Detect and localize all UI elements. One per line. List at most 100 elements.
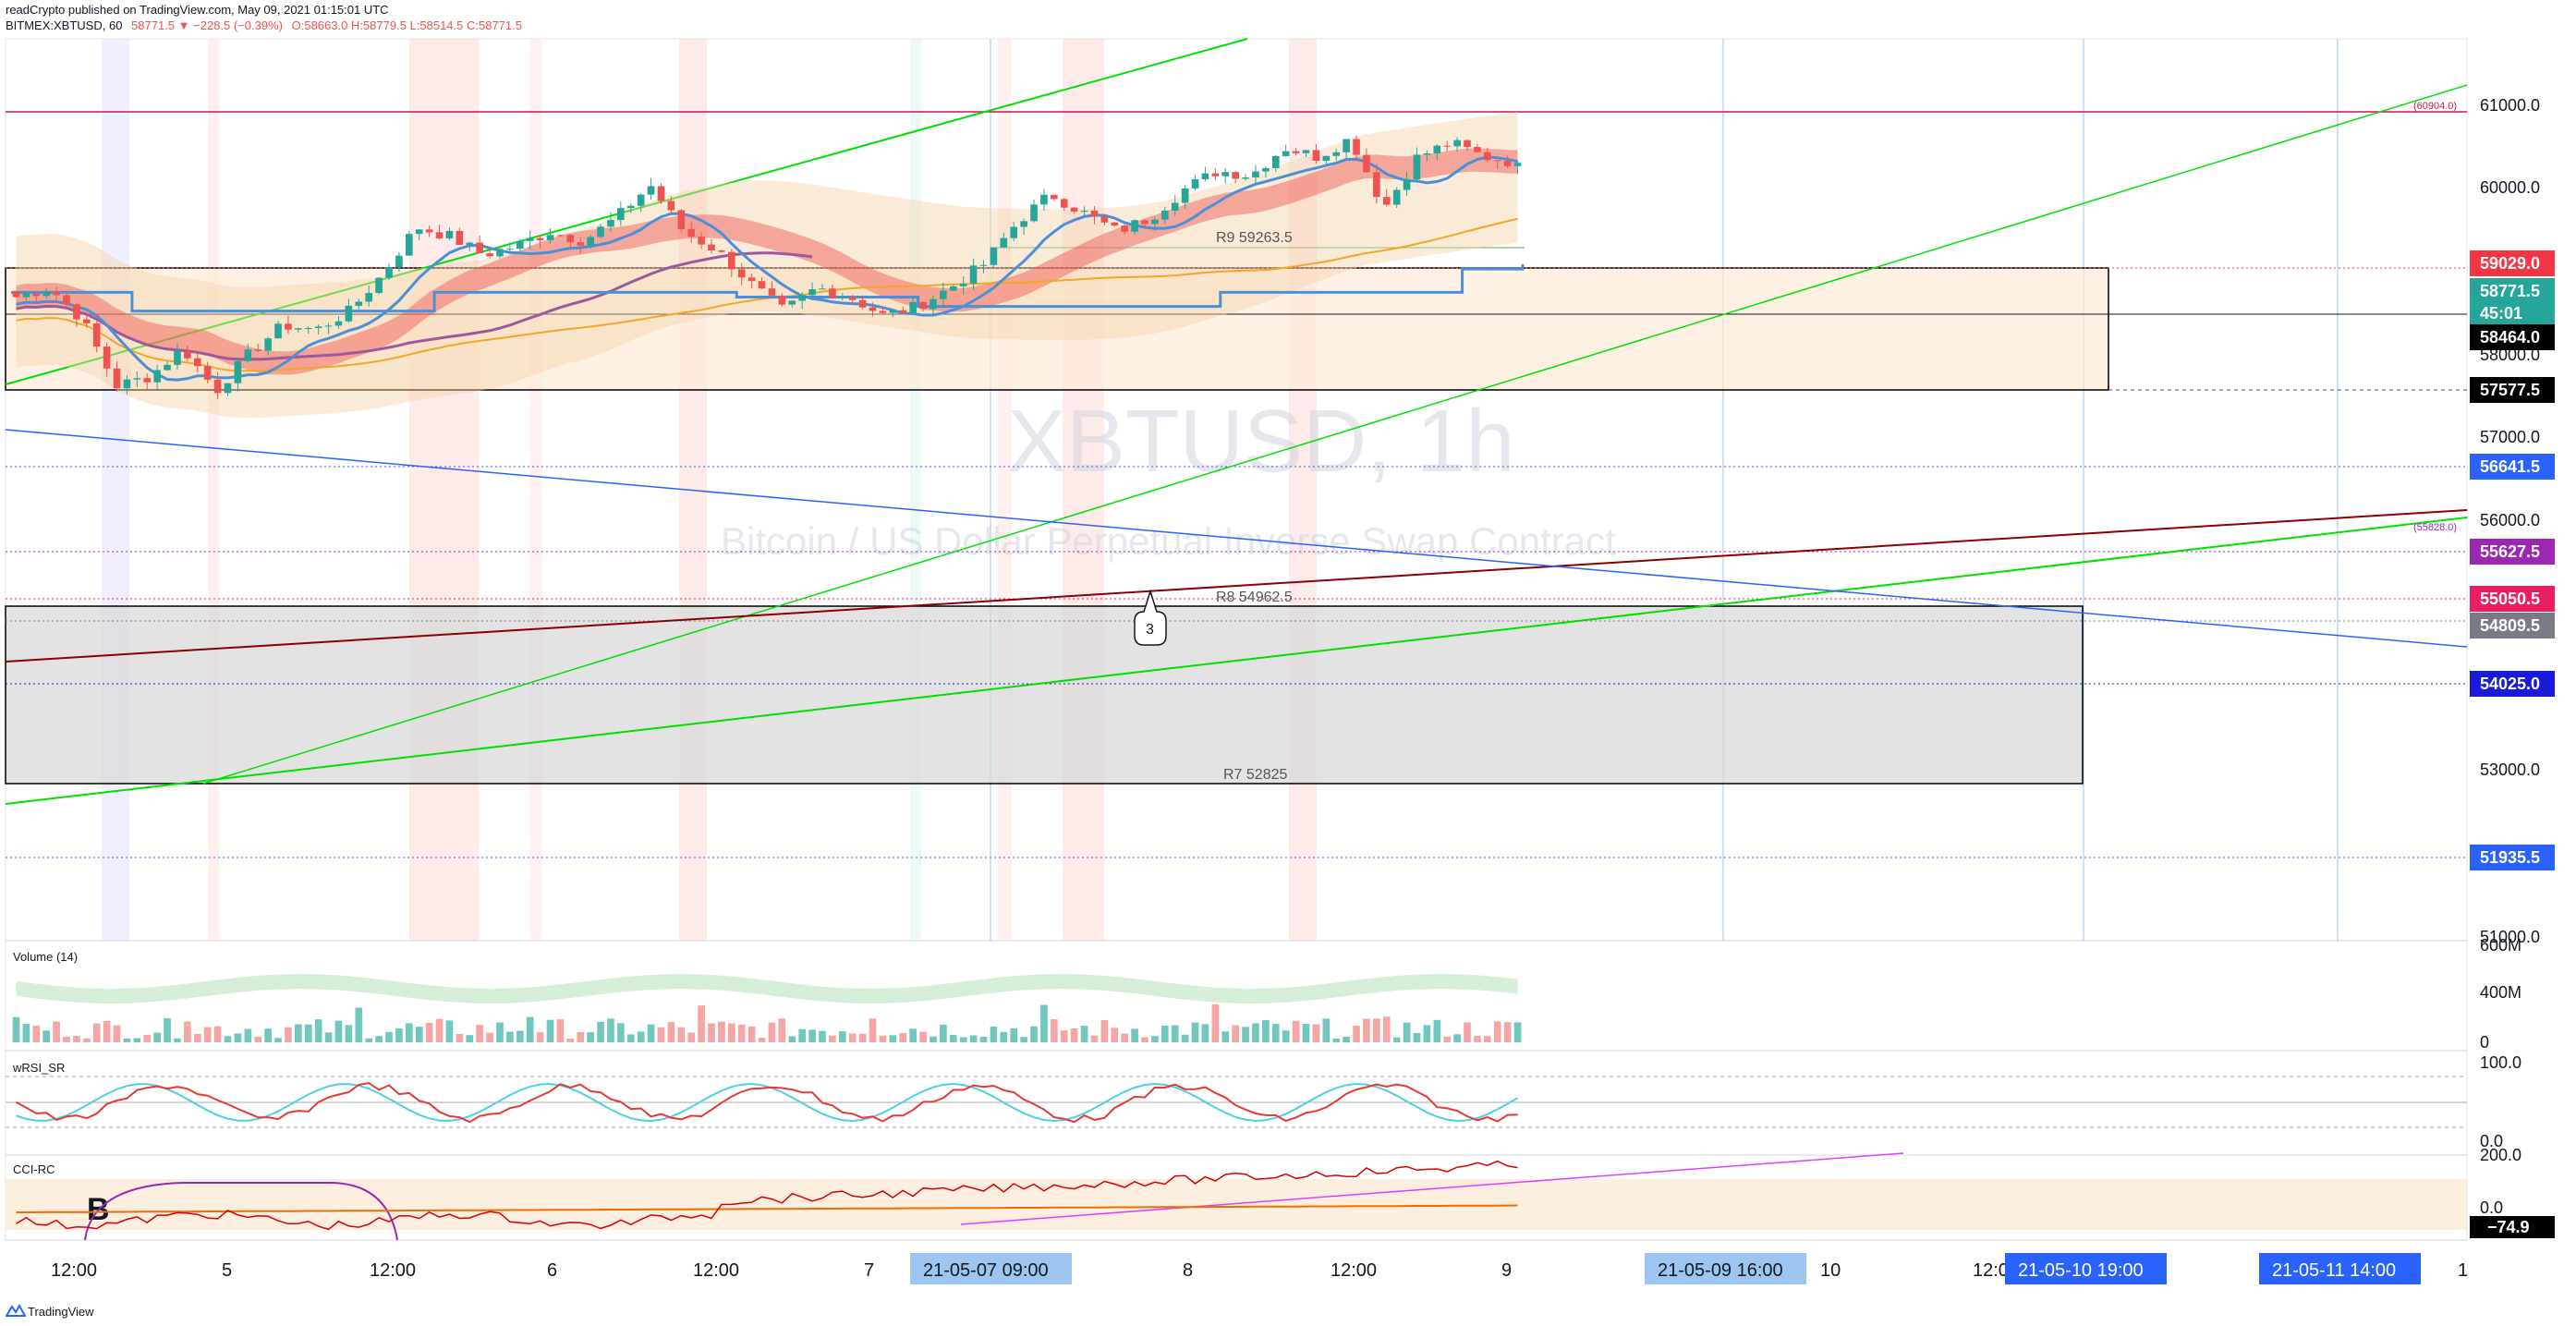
candle [1191, 175, 1199, 191]
candle [969, 258, 978, 290]
volume-bar [113, 1025, 121, 1042]
volume-bar [1453, 1034, 1461, 1042]
candle [345, 298, 353, 323]
footer: TradingView [0, 1298, 370, 1326]
candle [285, 315, 292, 335]
candlestick-series[interactable] [12, 135, 1522, 399]
cci-lines [16, 1160, 1518, 1231]
candle [1242, 174, 1249, 181]
candle [1070, 207, 1078, 214]
candle [909, 297, 917, 314]
volume-bar [1171, 1025, 1179, 1042]
volume-bar [476, 1025, 483, 1042]
volume-bar [788, 1036, 796, 1042]
volume-bar [1392, 1037, 1401, 1042]
candle [405, 231, 413, 256]
candle [1160, 206, 1169, 225]
volume-bar [345, 1025, 353, 1042]
volume-bar [747, 1026, 756, 1042]
candle [63, 290, 70, 309]
support-zone-box[interactable] [5, 605, 2084, 785]
volume-bar [295, 1024, 302, 1042]
candle [1111, 222, 1119, 227]
candle [53, 286, 60, 303]
volume-bar [1312, 1024, 1320, 1042]
candle [1433, 144, 1441, 161]
candle [737, 262, 746, 286]
candle [940, 282, 947, 307]
volume-bar [1322, 1018, 1331, 1042]
candle [103, 342, 111, 377]
volume-bar [12, 1016, 20, 1042]
candle [1252, 164, 1259, 184]
price-tick-label: 51000.0 [2480, 928, 2540, 946]
volume-bar [1373, 1018, 1380, 1042]
price-label: 55050.5 [2470, 586, 2555, 612]
volume-bar [1160, 1025, 1169, 1042]
candle [858, 295, 867, 310]
time-tick-label: 6 [547, 1260, 557, 1281]
rsi-lines [16, 1082, 1518, 1124]
volume-bar [184, 1021, 191, 1042]
price-axis[interactable]: 61000.060000.058000.057000.056000.053000… [2470, 96, 2555, 1238]
candle [244, 344, 252, 363]
time-axis[interactable]: 12:00 5 12:00 6 12:00 7 8 12:00 9 10 12:0 1 21-05-07… [51, 1253, 2468, 1284]
cci-tick-label: 0.0 [2480, 1198, 2503, 1217]
candle [213, 371, 222, 399]
volume-bar [1010, 1028, 1018, 1042]
candle [1513, 160, 1522, 175]
svg-text:59029.0: 59029.0 [2480, 254, 2540, 273]
volume-bar [274, 1038, 282, 1042]
candle [778, 293, 786, 307]
time-highlight-label: 21-05-10 19:00 [2005, 1253, 2167, 1284]
candle [536, 235, 544, 249]
candle [677, 209, 686, 233]
candle [516, 238, 524, 254]
candle [425, 225, 433, 237]
candle [133, 371, 141, 387]
candle [1040, 189, 1048, 211]
candle [930, 295, 937, 315]
volume-bar [647, 1024, 655, 1042]
volume-bar [92, 1023, 101, 1042]
candle [667, 196, 675, 215]
candle [546, 228, 554, 244]
candle [728, 249, 735, 277]
volume-bar [808, 1029, 816, 1042]
svg-text:21-05-07 09:00: 21-05-07 09:00 [923, 1260, 1049, 1281]
chart-canvas[interactable]: XBTUSD, 1h Bitcoin / US Dollar Perpetual… [0, 0, 2576, 1298]
volume-bar [1040, 1004, 1048, 1042]
volume-bar [899, 1032, 907, 1042]
candle [32, 293, 41, 301]
candle [1423, 150, 1431, 162]
volume-bar [334, 1020, 343, 1042]
price-tick-label: 57000.0 [2480, 428, 2540, 446]
volume-bar [1271, 1024, 1280, 1042]
volume-bar [285, 1027, 292, 1042]
candle [22, 291, 30, 300]
candle [456, 227, 464, 246]
volume-bar [133, 1038, 141, 1042]
candle [476, 235, 483, 254]
candle [626, 203, 635, 213]
volume-bar [1030, 1026, 1038, 1042]
candle [184, 346, 191, 362]
candle [193, 351, 201, 373]
candle [747, 274, 756, 289]
volume-bar [1211, 1004, 1220, 1042]
moving-average-purple [16, 251, 813, 361]
volume-bar [919, 1031, 927, 1042]
candle [1141, 219, 1148, 228]
price-label: 58771.5 45:01 [2470, 278, 2555, 324]
volume-bar [1090, 1035, 1099, 1042]
price-tick-label: 61000.0 [2480, 96, 2540, 115]
candle [1020, 218, 1027, 236]
marker-3-callout[interactable]: 3 [1134, 589, 1167, 646]
candle [385, 263, 393, 280]
price-tick-label: 53000.0 [2480, 760, 2540, 779]
volume-bar [778, 1018, 786, 1042]
volume-bar [1484, 1036, 1491, 1042]
volume-bar [32, 1026, 41, 1042]
time-tick-label: 12:0 [1973, 1260, 2009, 1281]
volume-bar [1403, 1022, 1411, 1042]
